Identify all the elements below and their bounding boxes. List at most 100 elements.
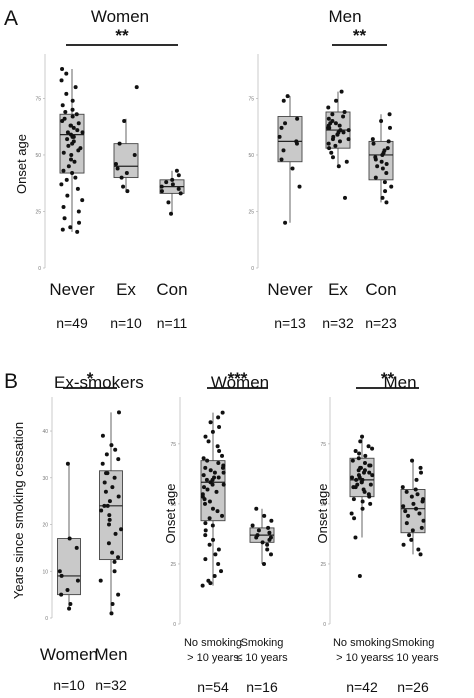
data-point bbox=[277, 134, 282, 139]
data-point bbox=[357, 573, 362, 578]
data-point bbox=[419, 525, 424, 530]
sample-size-label: n=13 bbox=[274, 315, 306, 331]
data-point bbox=[379, 159, 384, 164]
data-point bbox=[176, 186, 181, 191]
data-point bbox=[360, 477, 365, 482]
data-point bbox=[358, 465, 363, 470]
data-point bbox=[205, 487, 210, 492]
data-point bbox=[116, 555, 121, 560]
data-point bbox=[350, 458, 355, 463]
data-point bbox=[361, 487, 366, 492]
data-point bbox=[110, 601, 115, 606]
data-point bbox=[333, 143, 338, 148]
data-point bbox=[216, 415, 221, 420]
data-point bbox=[350, 475, 355, 480]
data-point bbox=[254, 506, 259, 511]
x-tick-label: Never bbox=[267, 280, 313, 299]
data-point bbox=[64, 177, 69, 182]
data-point bbox=[366, 444, 371, 449]
data-point bbox=[384, 162, 389, 166]
data-point bbox=[265, 542, 270, 547]
y-tick-label: 25 bbox=[35, 209, 41, 215]
data-point bbox=[338, 128, 343, 133]
data-point bbox=[337, 139, 342, 144]
data-point bbox=[370, 473, 375, 478]
data-point bbox=[208, 468, 213, 473]
data-point bbox=[159, 189, 164, 194]
data-point bbox=[337, 123, 342, 128]
data-point bbox=[112, 569, 117, 574]
data-point bbox=[112, 475, 117, 480]
data-point bbox=[210, 523, 215, 528]
data-point bbox=[382, 180, 387, 185]
data-point bbox=[70, 114, 75, 119]
data-point bbox=[368, 463, 373, 468]
sample-size-label: n=26 bbox=[397, 679, 429, 695]
data-point bbox=[383, 189, 388, 194]
data-point bbox=[330, 119, 335, 124]
data-point bbox=[342, 110, 347, 114]
data-point bbox=[59, 573, 64, 578]
data-point bbox=[68, 132, 73, 137]
data-point bbox=[202, 501, 207, 506]
data-point bbox=[404, 521, 409, 526]
sample-size-label: n=10 bbox=[110, 315, 142, 331]
data-point bbox=[134, 85, 139, 90]
data-point bbox=[107, 513, 112, 518]
data-point bbox=[283, 121, 288, 126]
box-1 bbox=[325, 89, 351, 200]
data-point bbox=[64, 71, 69, 76]
data-point bbox=[262, 513, 267, 518]
significance-stars: * bbox=[87, 369, 94, 388]
data-point bbox=[214, 489, 219, 494]
significance-stars: ** bbox=[381, 369, 395, 388]
data-point bbox=[61, 204, 66, 209]
data-point bbox=[417, 511, 422, 516]
data-point bbox=[169, 211, 174, 216]
data-point bbox=[213, 552, 218, 557]
data-point bbox=[357, 451, 362, 456]
data-point bbox=[70, 107, 75, 112]
data-point bbox=[380, 166, 385, 171]
data-point bbox=[67, 606, 72, 611]
data-point bbox=[386, 139, 391, 144]
box-0 bbox=[59, 67, 85, 234]
data-point bbox=[80, 130, 85, 135]
data-point bbox=[344, 159, 349, 164]
data-point bbox=[132, 152, 137, 157]
box-2 bbox=[159, 168, 185, 216]
data-point bbox=[75, 186, 80, 191]
data-point bbox=[260, 540, 265, 545]
data-point bbox=[201, 485, 206, 490]
sample-size-label: n=49 bbox=[56, 315, 88, 331]
data-point bbox=[336, 164, 341, 169]
x-tick-label: > 10 years bbox=[187, 652, 239, 664]
data-point bbox=[203, 521, 208, 526]
data-point bbox=[98, 578, 103, 583]
data-point bbox=[119, 527, 124, 532]
box-0 bbox=[57, 461, 81, 611]
data-point bbox=[125, 189, 130, 194]
data-point bbox=[366, 492, 371, 497]
data-point bbox=[290, 166, 295, 171]
data-point bbox=[75, 128, 80, 133]
y-tick-label: 50 bbox=[248, 153, 254, 159]
y-tick-label: 30 bbox=[42, 476, 48, 482]
data-point bbox=[203, 533, 208, 538]
data-point bbox=[65, 461, 70, 466]
sample-size-label: n=32 bbox=[322, 315, 354, 331]
data-point bbox=[379, 119, 384, 124]
data-point bbox=[346, 137, 351, 142]
data-point bbox=[64, 91, 69, 96]
data-point bbox=[68, 123, 73, 128]
x-tick-label: > 10 years bbox=[336, 652, 388, 664]
data-point bbox=[115, 166, 120, 171]
x-tick-label: Ex bbox=[116, 280, 136, 299]
data-point bbox=[174, 168, 179, 173]
data-point bbox=[411, 501, 416, 506]
x-tick-label: Con bbox=[156, 280, 187, 299]
sample-size-label: n=23 bbox=[365, 315, 397, 331]
data-point bbox=[207, 542, 212, 547]
data-point bbox=[72, 159, 77, 164]
data-point bbox=[80, 198, 85, 203]
